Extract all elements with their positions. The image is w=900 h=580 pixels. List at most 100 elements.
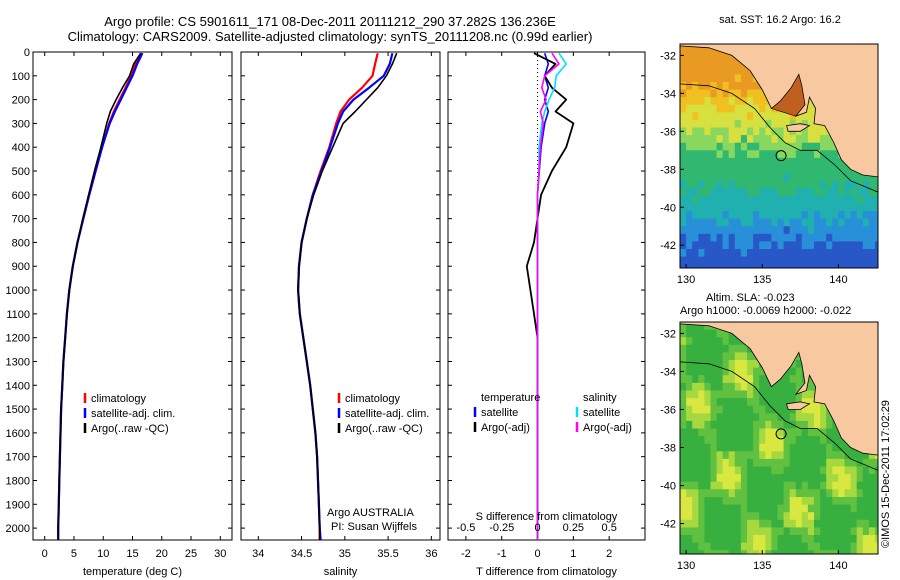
map-cell <box>692 337 699 346</box>
map-cell <box>807 527 815 536</box>
map-cell <box>832 466 839 475</box>
map-cell <box>771 264 779 268</box>
map-cell <box>759 420 766 430</box>
map-cell <box>710 481 718 490</box>
map-cell <box>692 512 699 521</box>
map-cell <box>710 180 718 189</box>
map-cell <box>753 489 760 498</box>
map-cell <box>704 264 712 268</box>
map-cell <box>728 398 736 407</box>
map-cell <box>826 180 833 189</box>
map-cell <box>710 344 718 353</box>
map-cell <box>765 233 772 242</box>
map-cell <box>704 390 712 399</box>
map-cell <box>722 420 730 430</box>
map-cell <box>795 504 803 513</box>
map-cell <box>680 322 687 331</box>
map-cell <box>850 256 858 265</box>
x-tick-label: 20 <box>156 548 168 560</box>
map-cell <box>783 264 791 268</box>
kangaroo-island <box>786 123 811 132</box>
map-cell <box>844 512 852 521</box>
map-cell <box>728 344 736 353</box>
map-cell <box>753 142 760 151</box>
map-cell <box>728 173 736 182</box>
map-cell <box>783 233 791 242</box>
map-cell <box>753 458 760 468</box>
map-cell <box>692 375 699 384</box>
map-cell <box>850 466 858 475</box>
map-cell <box>710 489 718 498</box>
map-cell <box>868 264 876 268</box>
map-cell <box>710 173 718 182</box>
map-cell <box>747 97 754 106</box>
map-cell <box>753 256 760 265</box>
map-cell <box>771 481 779 490</box>
map-cell <box>759 165 766 174</box>
series-line-3 <box>57 52 142 540</box>
map-cell <box>692 173 699 182</box>
map-cell <box>832 249 839 258</box>
map-cell <box>807 512 815 521</box>
map-cell <box>728 127 736 136</box>
map-cell <box>716 512 724 521</box>
map-cell <box>734 180 742 189</box>
map-cell <box>722 504 730 513</box>
map-cell <box>710 241 718 250</box>
map-cell <box>734 188 742 197</box>
map-cell <box>807 188 815 197</box>
map-cell <box>838 241 846 250</box>
map-cell <box>753 180 760 189</box>
map-cell <box>716 344 724 353</box>
map-cell <box>875 241 878 250</box>
map-cell <box>710 59 718 68</box>
map-cell <box>795 413 803 422</box>
map-cell <box>801 249 809 258</box>
map-cell <box>856 211 864 220</box>
map-cell <box>783 218 791 227</box>
map-cell <box>826 233 833 242</box>
series-line-2 <box>297 52 394 541</box>
map-cell <box>759 226 766 235</box>
map-cell <box>710 428 718 437</box>
map-cell <box>814 211 821 220</box>
map-cell <box>686 405 693 414</box>
map-cell <box>728 142 736 151</box>
map-cell <box>686 97 693 106</box>
map-cell <box>832 150 839 159</box>
lat-tick-label: -38 <box>660 164 676 176</box>
map-cell <box>795 436 803 445</box>
map-cell <box>777 150 785 159</box>
map-cell <box>875 474 878 483</box>
map-cell <box>789 233 797 242</box>
map-cell <box>801 504 809 513</box>
map-cell <box>759 97 766 106</box>
lat-tick-label: -36 <box>660 404 676 416</box>
map-cell <box>747 542 754 551</box>
map-cell <box>759 535 766 544</box>
map-cell <box>862 249 870 258</box>
map-cell <box>832 203 839 212</box>
map-cell <box>771 241 779 250</box>
map-cell <box>740 436 748 445</box>
map-cell <box>692 420 699 430</box>
map-cell <box>734 519 742 528</box>
map-cell <box>716 420 724 430</box>
map-cell <box>801 218 809 227</box>
map-cell <box>747 241 754 250</box>
map-cell <box>850 180 858 189</box>
map-cell <box>807 127 815 136</box>
map-cell <box>765 203 772 212</box>
map-cell <box>783 428 791 437</box>
map-cell <box>765 119 772 129</box>
map-cell <box>777 535 785 544</box>
map-cell <box>759 157 766 167</box>
map-cell <box>814 142 821 151</box>
map-cell <box>814 413 821 422</box>
map-cell <box>832 542 839 551</box>
map-cell <box>826 413 833 422</box>
map-cell <box>704 59 712 68</box>
map-cell <box>686 512 693 521</box>
map-cell <box>795 443 803 452</box>
map-cell <box>686 157 693 167</box>
